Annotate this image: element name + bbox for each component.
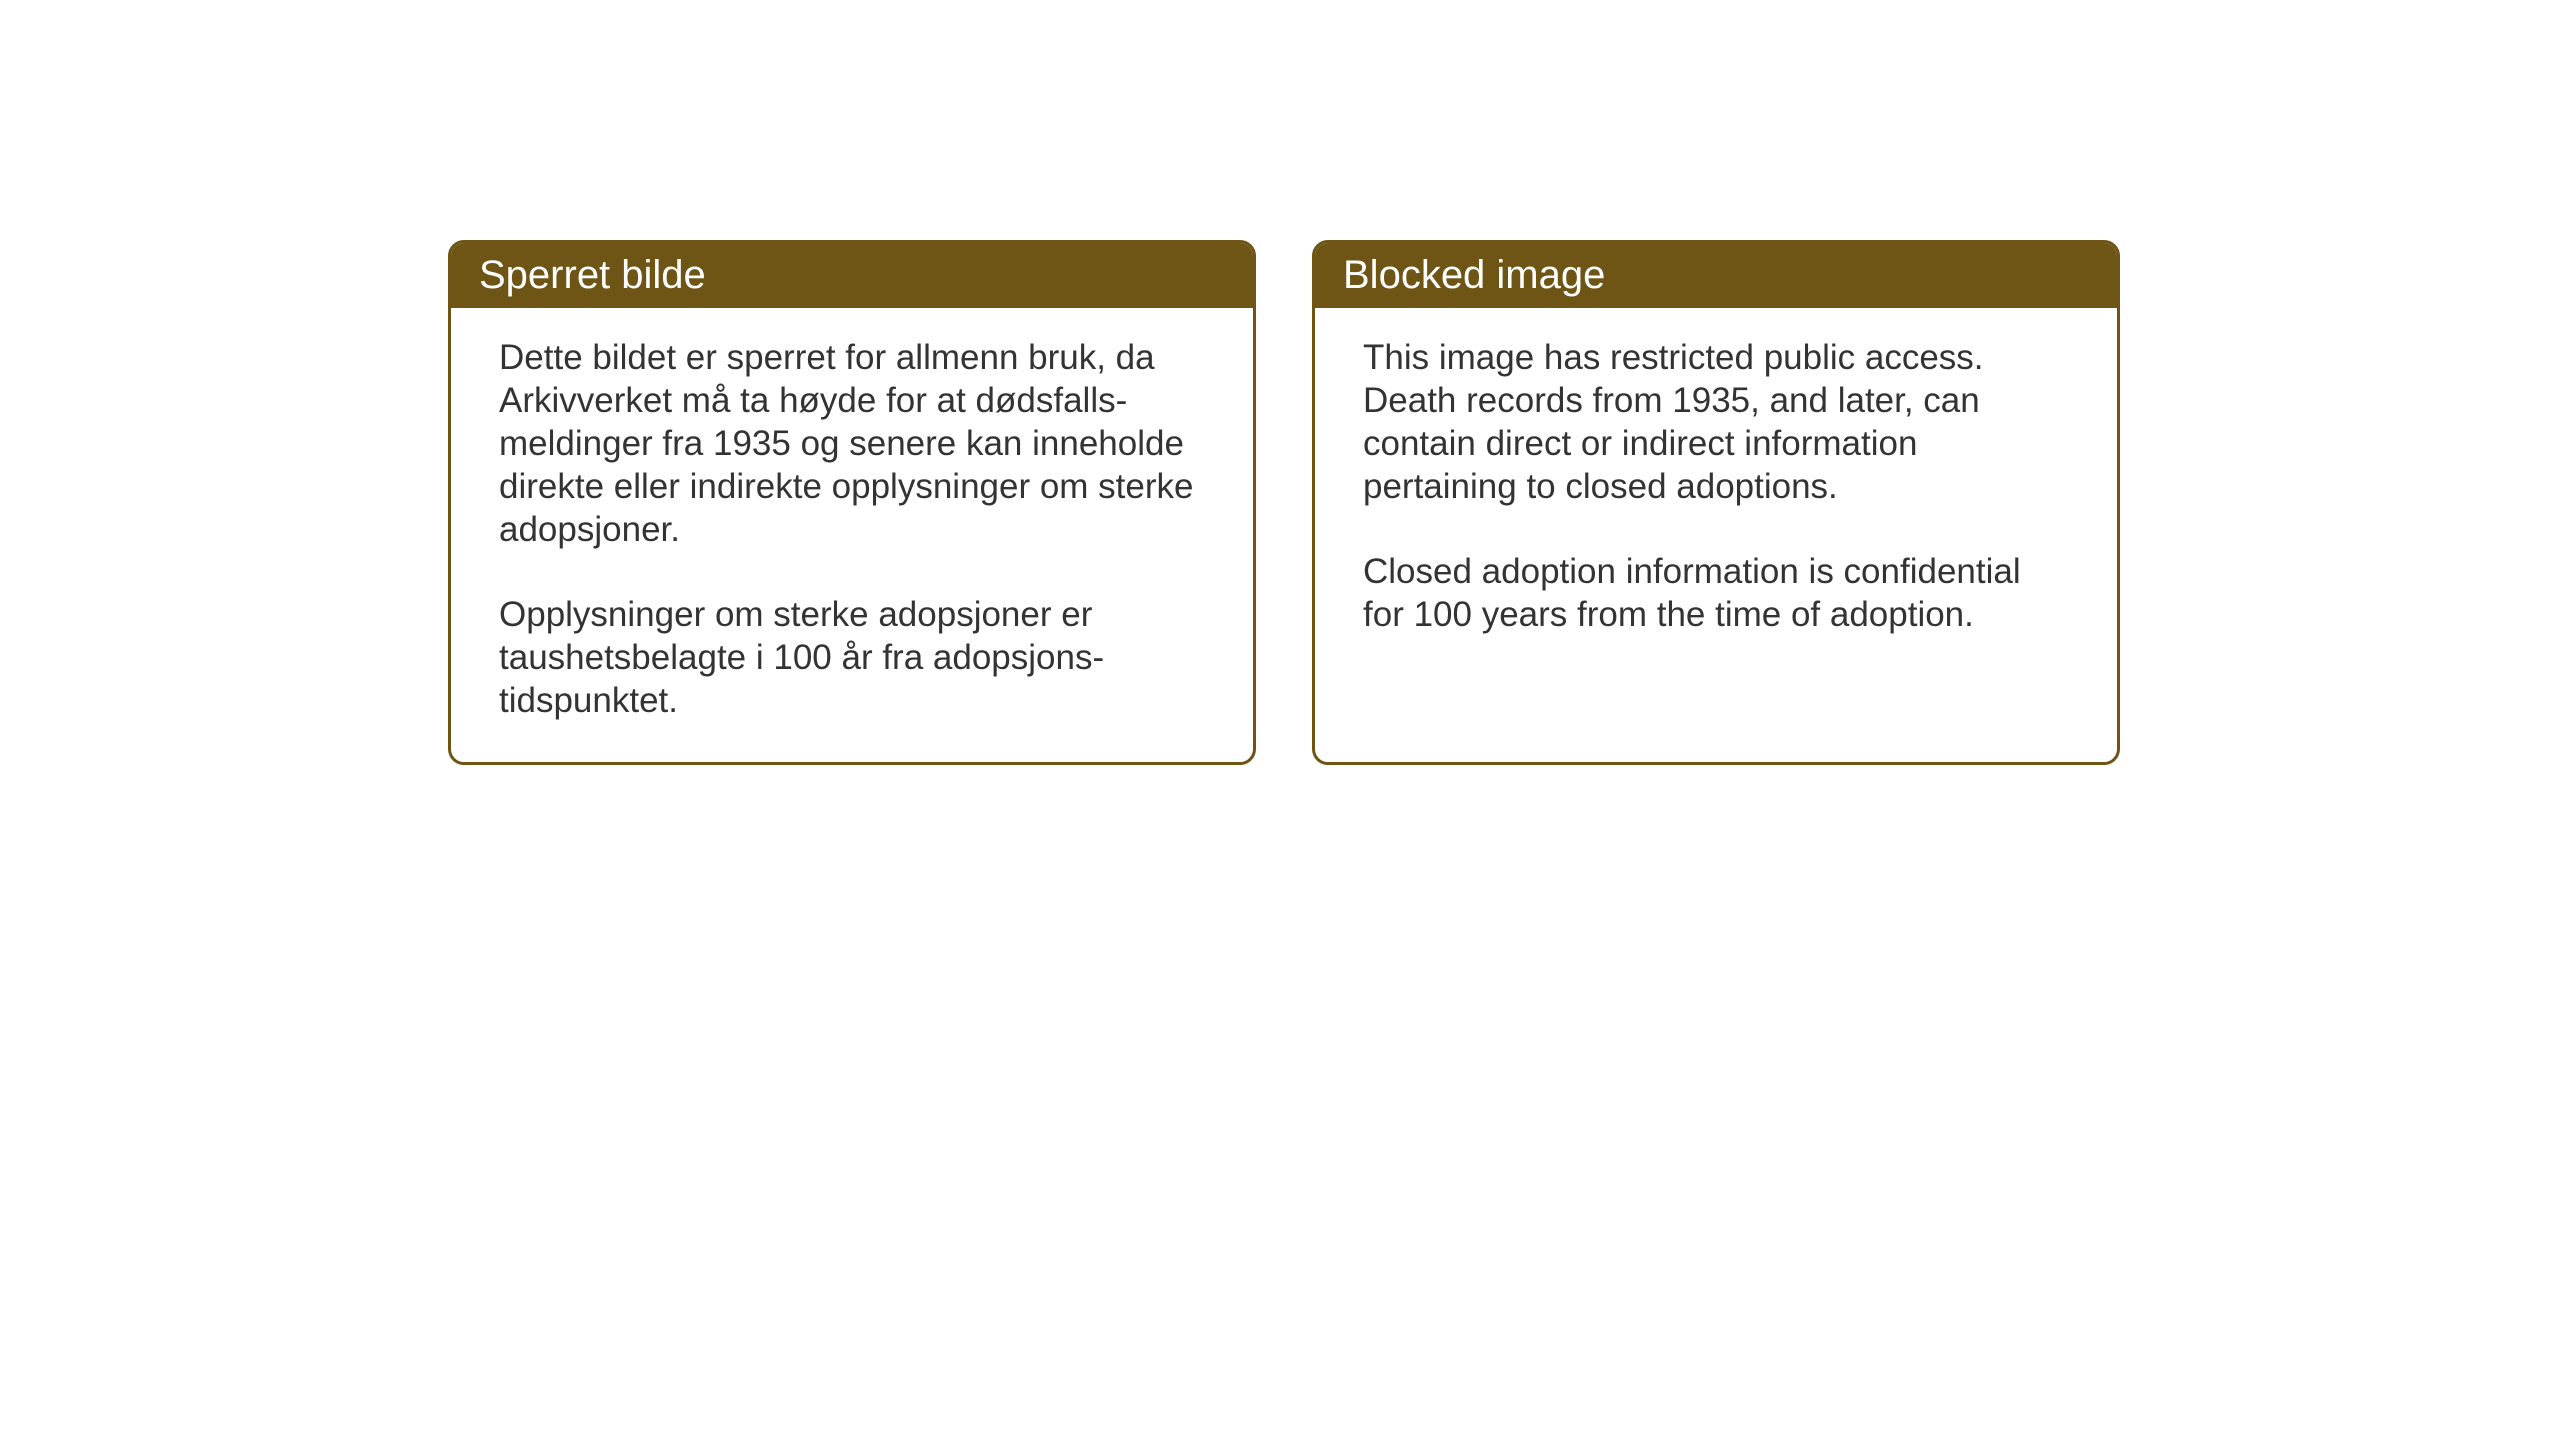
- english-notice-card: Blocked image This image has restricted …: [1312, 240, 2120, 765]
- norwegian-paragraph-2: Opplysninger om sterke adopsjoner er tau…: [499, 593, 1205, 722]
- norwegian-card-header: Sperret bilde: [451, 243, 1253, 308]
- norwegian-notice-card: Sperret bilde Dette bildet er sperret fo…: [448, 240, 1256, 765]
- norwegian-paragraph-1: Dette bildet er sperret for allmenn bruk…: [499, 336, 1205, 551]
- english-card-header: Blocked image: [1315, 243, 2117, 308]
- english-paragraph-1: This image has restricted public access.…: [1363, 336, 2069, 508]
- notice-container: Sperret bilde Dette bildet er sperret fo…: [448, 240, 2120, 765]
- english-card-title: Blocked image: [1343, 253, 1605, 297]
- english-card-body: This image has restricted public access.…: [1315, 308, 2117, 748]
- norwegian-card-body: Dette bildet er sperret for allmenn bruk…: [451, 308, 1253, 762]
- english-paragraph-2: Closed adoption information is confident…: [1363, 550, 2069, 636]
- norwegian-card-title: Sperret bilde: [479, 253, 706, 297]
